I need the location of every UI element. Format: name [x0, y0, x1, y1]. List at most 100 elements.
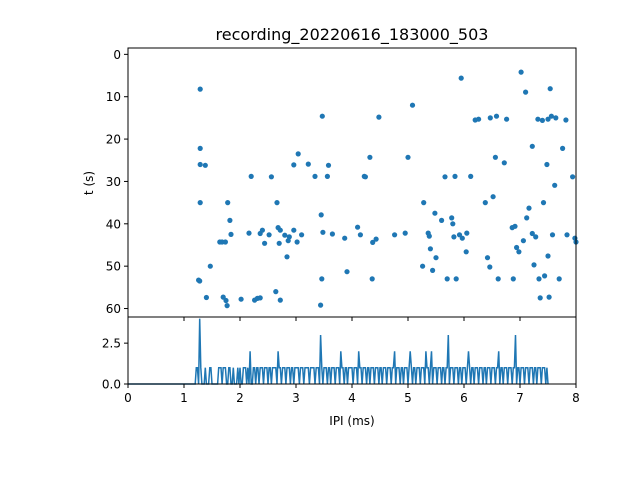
scatter-point — [487, 115, 493, 121]
scatter-point — [510, 276, 516, 282]
x-tick-label: 0 — [124, 391, 132, 405]
y-axis-label: t (s) — [82, 171, 96, 195]
x-tick-label: 7 — [516, 391, 524, 405]
scatter-point — [563, 117, 569, 123]
histogram-frame — [127, 316, 577, 385]
scatter-point — [282, 232, 288, 238]
scatter-points — [196, 69, 579, 309]
scatter-point — [344, 269, 350, 275]
scatter-point — [369, 276, 375, 282]
scatter-point — [560, 145, 566, 151]
y-axis-ticks: 0 10 20 30 40 50 60 — [106, 48, 128, 316]
scatter-point — [547, 86, 553, 92]
scatter-point — [320, 229, 326, 235]
scatter-point — [490, 194, 496, 200]
scatter-point — [197, 86, 203, 92]
scatter-point — [458, 75, 464, 81]
scatter-point — [430, 267, 436, 273]
scatter-point — [294, 239, 300, 245]
scatter-point — [542, 273, 548, 279]
scatter-point — [564, 232, 570, 238]
scatter-point — [464, 230, 470, 236]
y-tick-label: 60 — [106, 302, 121, 316]
scatter-point — [202, 162, 208, 168]
scatter-point — [514, 244, 520, 251]
scatter-point — [540, 200, 547, 206]
scatter-point — [259, 227, 265, 233]
scatter-point — [284, 254, 290, 260]
scatter-point — [476, 116, 482, 122]
scatter-point — [493, 113, 500, 119]
scatter-point — [286, 234, 292, 240]
scatter-point — [552, 182, 558, 188]
scatter-point — [262, 240, 268, 246]
scatter-point — [223, 297, 229, 304]
scatter-point — [273, 289, 279, 295]
scatter-point — [501, 160, 507, 166]
y-tick-label: 10 — [106, 90, 121, 104]
scatter-point — [487, 264, 493, 270]
scatter-point — [222, 239, 228, 245]
scatter-point — [402, 230, 408, 236]
scatter-point — [248, 173, 254, 179]
scatter-point — [539, 117, 546, 123]
scatter-point — [197, 145, 203, 151]
scatter-point — [545, 253, 551, 259]
scatter-point — [324, 173, 330, 179]
scatter-point — [357, 232, 363, 238]
scatter-point — [276, 240, 282, 246]
scatter-point — [546, 294, 552, 300]
scatter-point — [433, 255, 439, 261]
scatter-point — [268, 174, 274, 180]
x-tick-label: 6 — [460, 391, 468, 405]
scatter-point — [355, 224, 361, 230]
scatter-point — [295, 151, 301, 157]
scatter-point — [432, 210, 438, 216]
scatter-point — [518, 69, 524, 75]
scatter-point — [492, 154, 498, 160]
scatter-point — [523, 89, 529, 95]
histogram-line — [128, 318, 549, 385]
scatter-point — [246, 230, 252, 236]
scatter-point — [536, 276, 542, 282]
scatter-point — [544, 161, 550, 168]
scatter-point — [277, 227, 283, 233]
histogram-panel: 0.0 2.5 0 1 2 3 4 5 6 7 8 IPI (ms) — [102, 316, 580, 428]
scatter-point — [392, 232, 398, 238]
x-tick-label: 5 — [404, 391, 412, 405]
scatter-point — [319, 113, 325, 119]
x-tick-label: 1 — [180, 391, 188, 405]
scatter-point — [553, 115, 559, 121]
scatter-point — [299, 232, 305, 238]
scatter-point — [549, 232, 556, 238]
scatter-point — [484, 255, 491, 261]
scatter-point — [495, 276, 501, 282]
y-tick-label: 20 — [106, 133, 121, 147]
scatter-point — [197, 278, 203, 284]
scatter-point — [342, 235, 348, 241]
scatter-point — [405, 154, 411, 160]
scatter-point — [453, 276, 459, 282]
scatter-point — [319, 276, 325, 282]
scatter-point — [312, 173, 318, 179]
scatter-point — [266, 232, 272, 238]
x-axis-ticks: 0 1 2 3 4 5 6 7 8 — [124, 384, 580, 405]
scatter-point — [463, 249, 469, 255]
scatter-point — [449, 215, 455, 221]
scatter-point — [444, 276, 450, 282]
scatter-point — [548, 113, 555, 119]
scatter-point — [207, 263, 213, 269]
scatter-point — [225, 200, 231, 206]
scatter-point — [228, 231, 234, 237]
scatter-point — [426, 233, 432, 239]
scatter-point — [238, 296, 244, 302]
scatter-point — [442, 174, 448, 180]
x-tick-label: 2 — [236, 391, 244, 405]
scatter-point — [373, 236, 379, 242]
scatter-point — [421, 200, 427, 206]
histogram-y-ticks: 0.0 2.5 — [102, 337, 128, 392]
scatter-point — [459, 235, 465, 241]
scatter-point — [526, 205, 532, 211]
